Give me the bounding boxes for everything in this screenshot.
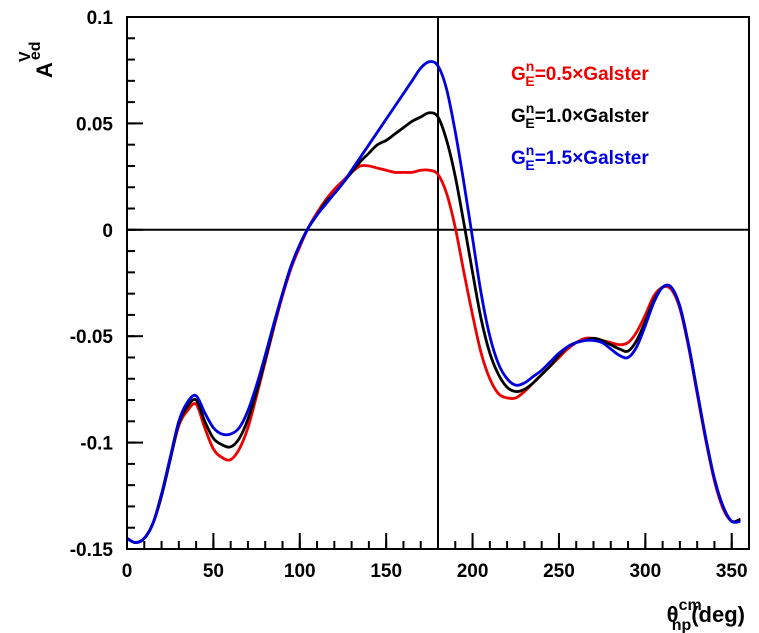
y-tick-label: -0.05: [70, 327, 114, 348]
legend-entry-sub: E: [525, 115, 534, 131]
y-axis-title-main: A: [32, 62, 57, 78]
x-tick-labels: 0 50 100 150 200 250 300 350: [122, 561, 748, 582]
y-tick-label: -0.15: [70, 540, 114, 561]
legend-entry-2: Gn E=1.0×Galster: [511, 100, 649, 131]
legend-entry-3: Gn E=1.5×Galster: [511, 142, 649, 173]
svg-text:Aed: Aed: [27, 41, 57, 78]
y-tick-label: -0.1: [80, 434, 113, 455]
legend-entry-main: G: [511, 106, 526, 127]
x-tick-label: 200: [457, 561, 489, 582]
legend-entry-sup: n: [526, 142, 535, 158]
x-axis-title-main: θ: [667, 602, 679, 627]
x-axis-title-suffix: (deg): [691, 602, 745, 627]
series-line-1: [126, 164, 741, 545]
x-tick-label: 0: [122, 561, 133, 582]
x-tick-label: 350: [716, 561, 748, 582]
y-tick-labels: -0.15 -0.1 -0.05 0 0.05 0.1: [70, 8, 114, 561]
legend-entry-rest: =1.5×Galster: [535, 148, 650, 169]
x-tick-label: 100: [284, 561, 316, 582]
x-tick-label: 250: [543, 561, 575, 582]
y-tick-label: 0.05: [76, 114, 113, 135]
y-axis-title-sub: ed: [27, 41, 44, 60]
y-axis-title: Aed V: [17, 41, 57, 78]
legend-entry-rest: =1.0×Galster: [535, 106, 650, 127]
x-axis-title-sub: np: [672, 617, 692, 633]
plot-frame: [126, 16, 750, 550]
legend-entry-rest: =0.5×Galster: [535, 64, 650, 85]
x-tick-label: 50: [203, 561, 224, 582]
legend-entry-sub: E: [525, 73, 534, 89]
series-line-3: [126, 60, 741, 545]
y-tick-label: 0: [102, 221, 113, 242]
legend-entry-sup: n: [526, 58, 535, 74]
y-axis-title-sup: V: [17, 51, 34, 62]
x-axis-title-sup: cm: [679, 597, 702, 614]
legend-entry-1: Gn E=0.5×Galster: [511, 58, 649, 89]
series-layer: [126, 60, 741, 545]
x-axis-title: θcm np(deg): [667, 597, 745, 633]
legend-entry-main: G: [511, 148, 526, 169]
legend-entry-main: G: [511, 64, 526, 85]
legend-entry-sup: n: [526, 100, 535, 116]
series-line-2: [126, 111, 741, 545]
x-tick-label: 300: [629, 561, 661, 582]
legend-entry-sub: E: [525, 157, 534, 173]
reference-lines: [127, 17, 749, 549]
y-tick-label: 0.1: [87, 8, 114, 29]
x-tick-label: 150: [370, 561, 402, 582]
major-ticks: [126, 16, 733, 550]
